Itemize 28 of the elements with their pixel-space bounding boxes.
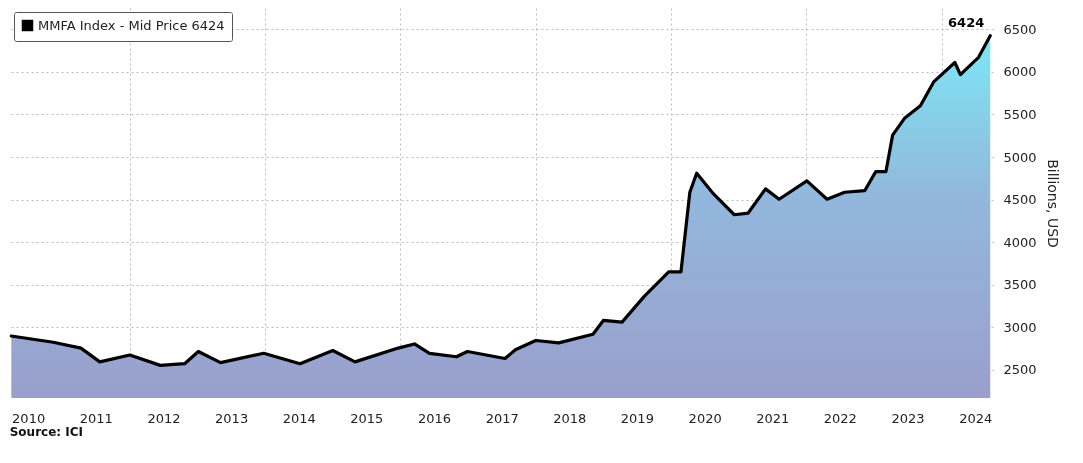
y-tick-label: 5500 <box>1003 106 1037 122</box>
x-tick-label: 2012 <box>147 410 181 426</box>
x-tick-label: 2023 <box>891 410 925 426</box>
x-tick-label: 2015 <box>350 410 384 426</box>
y-tick-label: 6500 <box>1003 21 1037 37</box>
x-tick-label: 2016 <box>418 410 452 426</box>
y-tick-label: 5000 <box>1003 149 1037 165</box>
source-note: Source: ICI <box>9 425 84 439</box>
x-tick-label: 2014 <box>282 410 316 426</box>
x-tick-label: 2021 <box>756 410 790 426</box>
x-tick-label: 2022 <box>823 410 857 426</box>
y-tick-label: 6000 <box>1003 64 1037 80</box>
x-tick-label: 2013 <box>215 410 249 426</box>
legend-label: MMFA Index - Mid Price 6424 <box>38 17 225 33</box>
y-tick-label: 3000 <box>1003 319 1037 335</box>
x-tick-label: 2017 <box>485 410 519 426</box>
x-tick-label: 2018 <box>553 410 587 426</box>
x-tick-label: 2011 <box>79 410 113 426</box>
y-tick-label: 4000 <box>1003 234 1037 250</box>
y-tick-label: 4500 <box>1003 192 1037 208</box>
y-axis-title: Billions, USD <box>1044 159 1061 248</box>
x-tick-label: 2024 <box>959 410 993 426</box>
x-tick-label: 2020 <box>688 410 722 426</box>
y-tick-label: 3500 <box>1003 277 1037 293</box>
x-tick-label: 2019 <box>620 410 654 426</box>
y-tick-label: 2500 <box>1003 362 1037 378</box>
data-label: 6424 <box>948 14 985 30</box>
x-tick-label: 2010 <box>12 410 46 426</box>
